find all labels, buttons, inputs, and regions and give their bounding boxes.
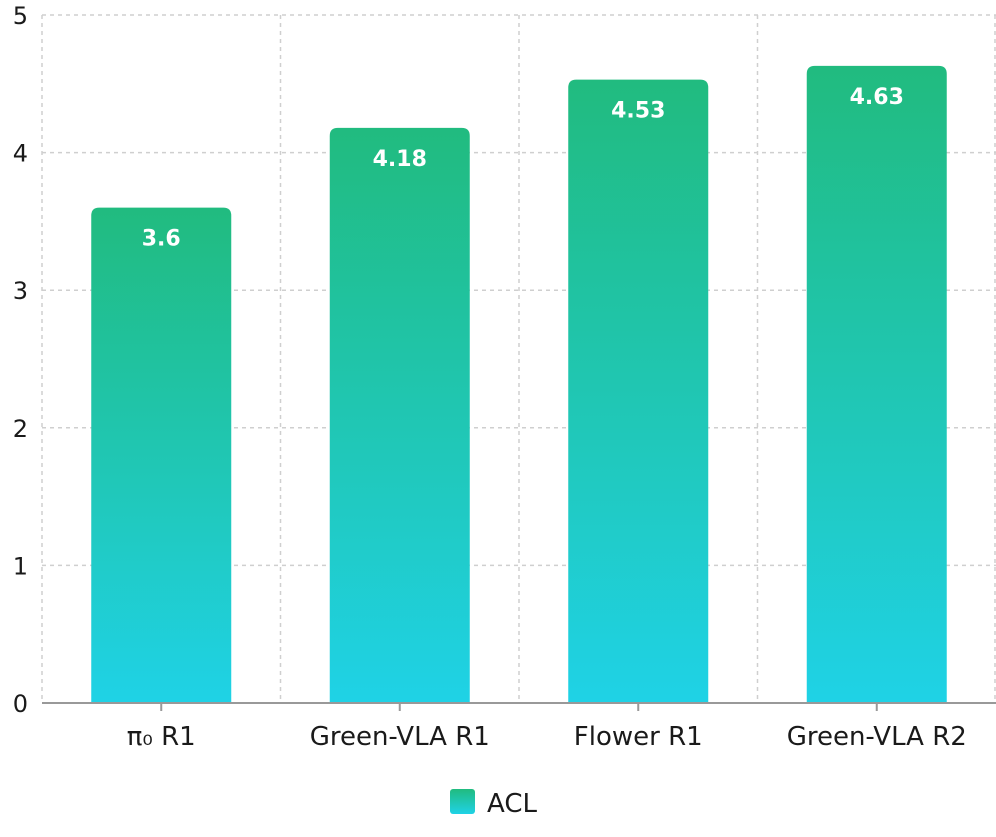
x-category-label: Green-VLA R1 xyxy=(310,722,490,752)
bar xyxy=(329,127,470,703)
legend-swatch xyxy=(450,789,475,814)
y-tick-label: 5 xyxy=(13,2,28,30)
bars: 3.6 4.18 4.53 4.63 xyxy=(91,65,947,704)
y-tick-label: 1 xyxy=(13,552,28,580)
x-category-label: Flower R1 xyxy=(574,722,703,752)
x-category-label: Green-VLA R2 xyxy=(787,722,967,752)
y-tick-label: 3 xyxy=(13,277,28,305)
bar xyxy=(568,79,709,703)
y-axis-ticks: 0 1 2 3 4 5 xyxy=(13,2,28,718)
x-axis xyxy=(42,702,996,711)
bar-value-label: 3.6 xyxy=(142,227,181,252)
bar-value-label: 4.63 xyxy=(850,85,904,110)
bar-value-label: 4.53 xyxy=(611,99,665,124)
legend-label: ACL xyxy=(487,789,537,819)
legend: ACL xyxy=(450,789,537,819)
y-tick-label: 0 xyxy=(13,690,28,718)
bar xyxy=(806,65,947,704)
bar xyxy=(91,207,232,703)
y-tick-label: 2 xyxy=(13,415,28,443)
y-tick-label: 4 xyxy=(13,140,28,168)
bar-value-label: 4.18 xyxy=(373,147,427,172)
x-category-label: π₀ R1 xyxy=(127,722,196,752)
x-axis-labels: π₀ R1 Green-VLA R1 Flower R1 Green-VLA R2 xyxy=(127,722,967,752)
